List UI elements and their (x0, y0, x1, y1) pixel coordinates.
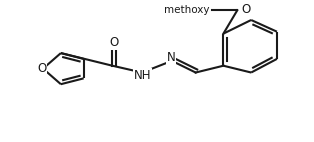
Text: N: N (166, 51, 175, 64)
Text: NH: NH (133, 69, 151, 82)
Text: O: O (241, 3, 251, 16)
Text: O: O (37, 62, 47, 75)
Text: methoxy: methoxy (164, 5, 209, 15)
Text: O: O (109, 36, 118, 49)
